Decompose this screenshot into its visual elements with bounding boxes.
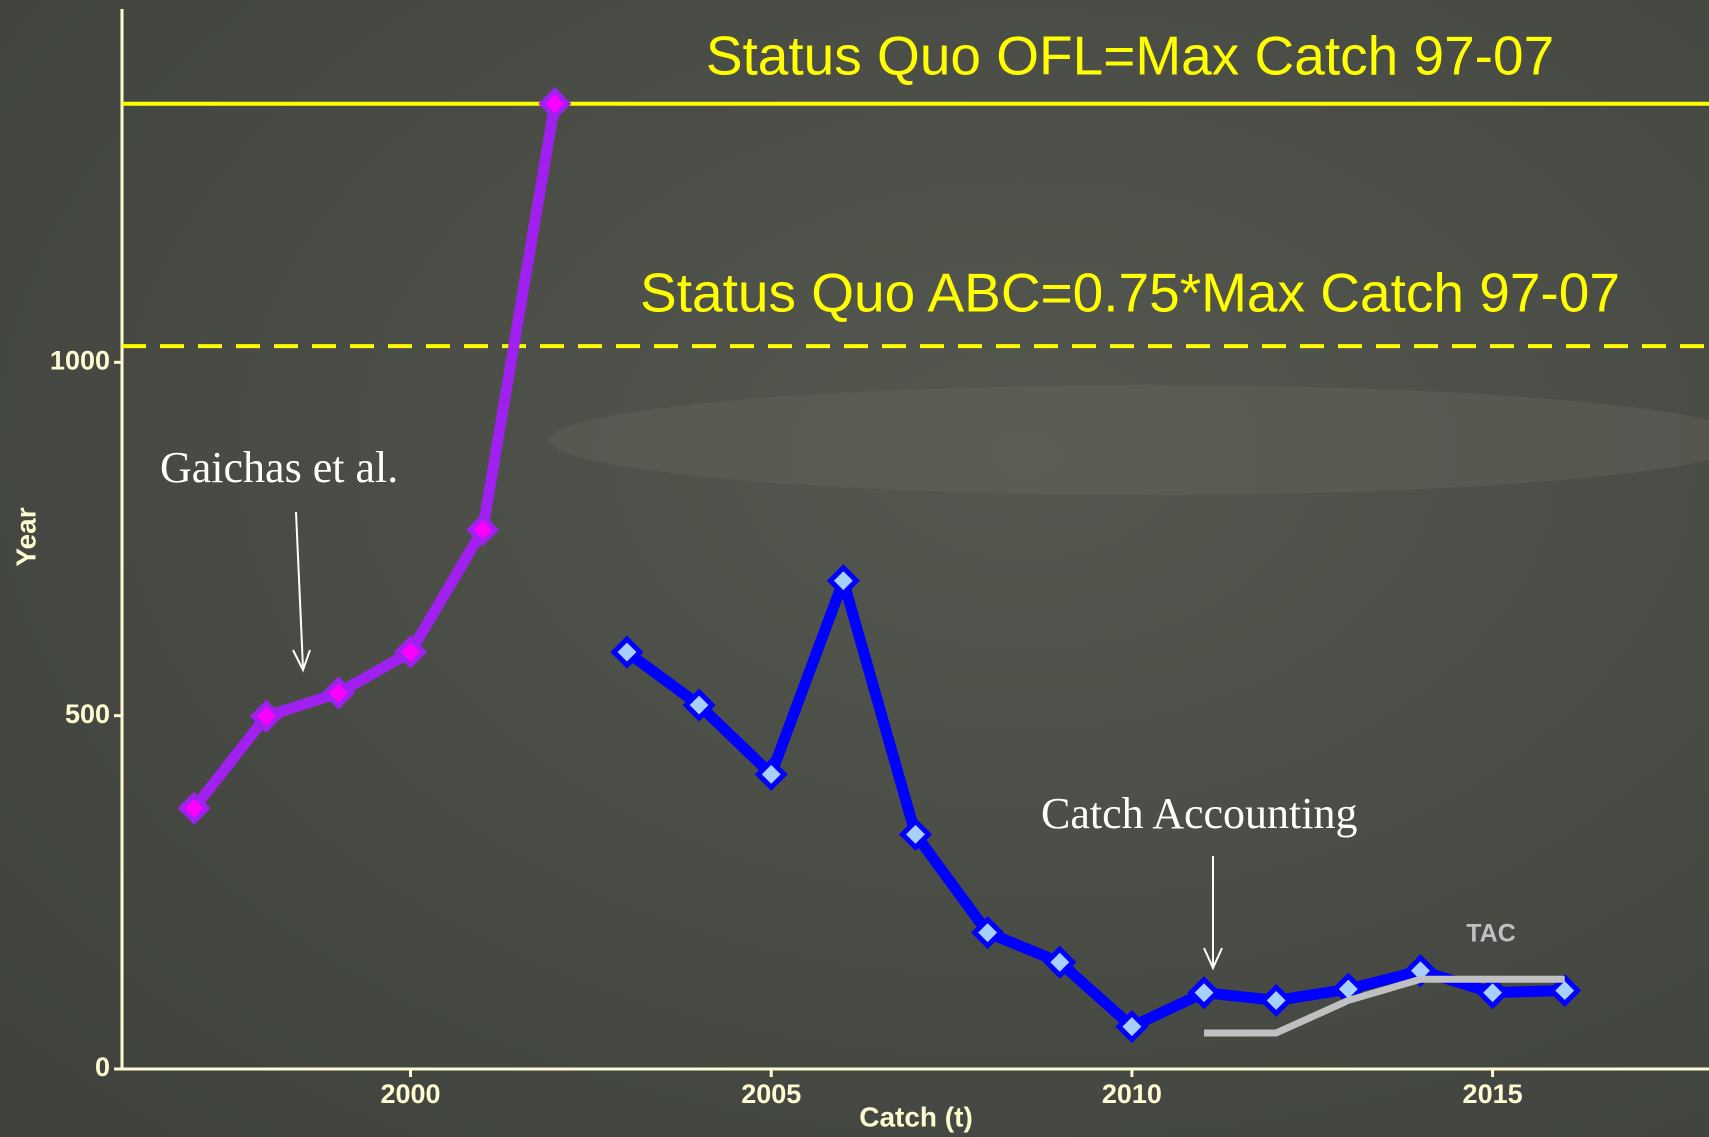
marker xyxy=(466,513,500,547)
x-tick-label: 2010 xyxy=(1102,1079,1162,1109)
marker xyxy=(971,916,1005,950)
y-axis-label: Year xyxy=(10,507,41,566)
y-tick-label: 1000 xyxy=(50,345,110,375)
x-tick-label: 2000 xyxy=(381,1079,441,1109)
series-line xyxy=(189,102,561,812)
y-tick-label: 0 xyxy=(95,1052,110,1082)
reference-label: Status Quo OFL=Max Catch 97-07 xyxy=(706,25,1554,87)
marker xyxy=(249,699,283,733)
marker xyxy=(538,87,572,121)
marker xyxy=(1115,1010,1149,1044)
marker xyxy=(1043,945,1077,979)
arrow-head xyxy=(1203,947,1223,971)
marker xyxy=(1476,976,1510,1010)
series-label: TAC xyxy=(1466,920,1516,948)
annotation: Gaichas et al. xyxy=(160,443,398,492)
series-line xyxy=(1204,975,1565,1037)
marker xyxy=(321,676,355,710)
arrow xyxy=(295,511,304,669)
shark-silhouette xyxy=(550,385,1709,495)
marker xyxy=(1548,974,1582,1008)
x-axis-label: Catch (t) xyxy=(859,1101,973,1132)
marker xyxy=(898,817,933,851)
annotation: Catch Accounting xyxy=(1041,789,1358,838)
marker xyxy=(1187,976,1221,1010)
x-tick-label: 2015 xyxy=(1463,1079,1523,1109)
marker xyxy=(177,791,211,825)
marker xyxy=(754,757,788,791)
marker xyxy=(610,635,644,669)
marker xyxy=(826,564,860,598)
marker xyxy=(1259,983,1293,1017)
marker xyxy=(394,635,428,669)
arrow-head xyxy=(292,649,311,673)
marker xyxy=(682,688,716,722)
x-tick-label: 2005 xyxy=(741,1079,801,1109)
reference-label: Status Quo ABC=0.75*Max Catch 97-07 xyxy=(640,262,1620,324)
y-tick-label: 500 xyxy=(65,699,110,729)
